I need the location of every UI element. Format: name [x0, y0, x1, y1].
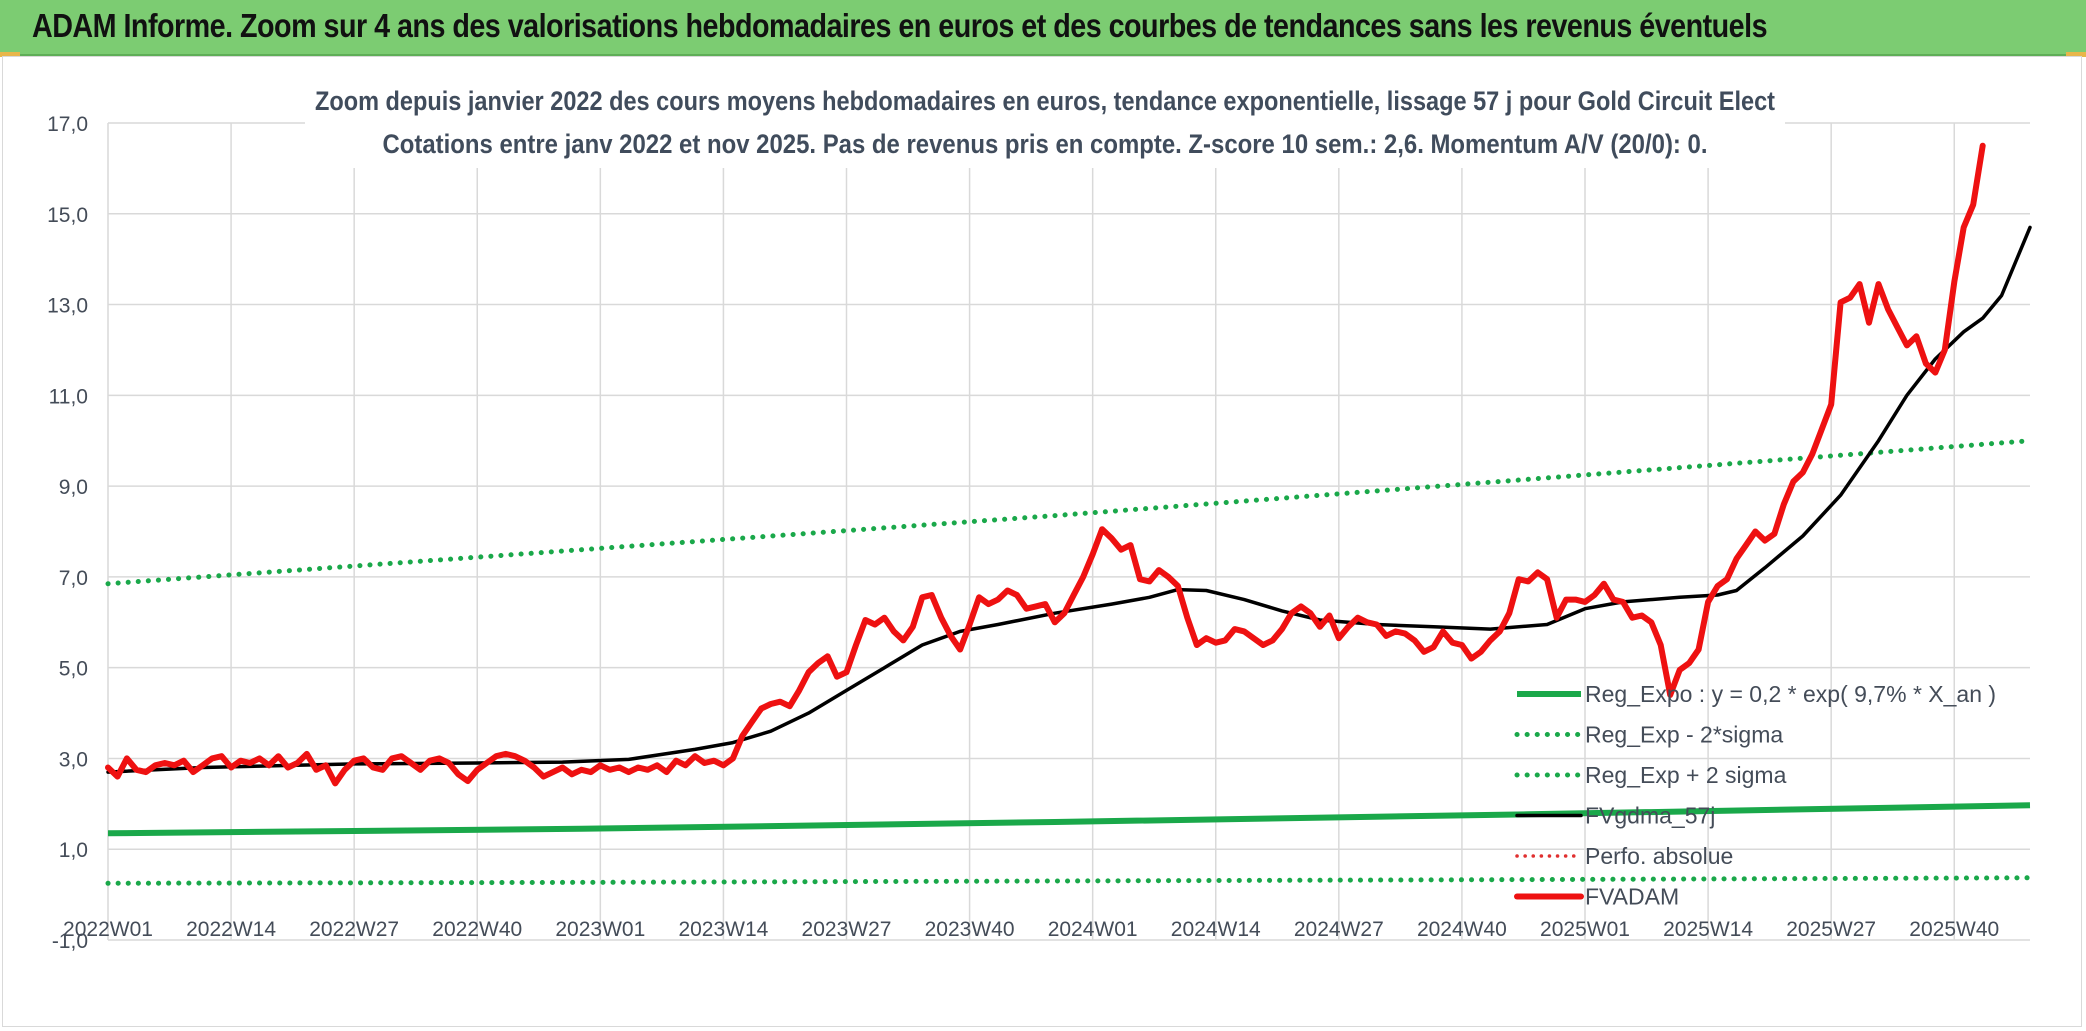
banner-corner-right: [2066, 52, 2086, 57]
y-tick-label: 5,0: [59, 658, 88, 681]
y-tick-label: 15,0: [47, 204, 88, 227]
series-line-regexpo: [107, 802, 2031, 837]
x-tick-label: 2025W27: [1786, 918, 1876, 941]
legend-label: Reg_Exp - 2*sigma: [1585, 722, 1783, 748]
report-title: ADAM Informe. Zoom sur 4 ans des valoris…: [32, 7, 1768, 44]
x-tick-label: 2024W01: [1048, 918, 1138, 941]
series-line-fvgdma57j: [106, 225, 2032, 774]
legend-label: FVADAM: [1585, 884, 1679, 910]
x-tick-label: 2024W27: [1294, 918, 1384, 941]
chart-subtitle: Cotations entre janv 2022 et nov 2025. P…: [383, 129, 1708, 159]
chart-frame: [2, 56, 2082, 1027]
y-tick-label: -1,0: [52, 930, 88, 953]
x-tick-label: 2022W01: [63, 918, 153, 941]
x-tick-label: 2023W01: [555, 918, 645, 941]
y-tick-label: 3,0: [59, 748, 88, 771]
legend-label: Reg_Exp + 2 sigma: [1585, 762, 1787, 788]
chart-title: Zoom depuis janvier 2022 des cours moyen…: [315, 86, 1775, 116]
y-tick-label: 11,0: [49, 385, 88, 408]
y-tick-label: 7,0: [59, 567, 88, 590]
chart-legend: Reg_Expo : y = 0,2 * exp( 9,7% * X_an ) R…: [1514, 681, 1996, 910]
x-tick-label: 2023W40: [925, 918, 1015, 941]
series-line-regexp: [105, 875, 2033, 886]
chart-series: [105, 142, 2033, 886]
series-line-fvadam: [105, 142, 1986, 787]
x-tick-label: 2024W40: [1417, 918, 1507, 941]
x-axis-ticks: 2022W01 2022W14 2022W27 2022W40 2023W01 2023W…: [63, 918, 1999, 941]
x-tick-label: 2022W27: [309, 918, 399, 941]
x-tick-label: 2022W40: [432, 918, 522, 941]
x-tick-label: 2022W14: [186, 918, 276, 941]
legend-label: FVgdma_57j: [1585, 803, 1715, 829]
x-tick-label: 2025W01: [1540, 918, 1630, 941]
chart-title-background: [305, 76, 1785, 168]
x-tick-label: 2025W14: [1663, 918, 1753, 941]
y-tick-label: 1,0: [59, 839, 88, 862]
report-banner: ADAM Informe. Zoom sur 4 ans des valoris…: [0, 0, 2086, 56]
x-tick-label: 2024W14: [1171, 918, 1261, 941]
y-tick-label: 13,0: [47, 295, 88, 318]
series-line-regexp: [105, 438, 2033, 587]
y-axis-ticks: 17,0 15,0 13,0 11,0 9,0 7,0 5,0 3,0 1,0 -1,0: [47, 113, 88, 953]
legend-label: Reg_Expo : y = 0,2 * exp( 9,7% * X_an ): [1585, 681, 1996, 707]
legend-label: Perfo. absolue: [1585, 843, 1733, 869]
y-tick-label: 17,0: [47, 113, 88, 136]
x-tick-label: 2025W40: [1909, 918, 1999, 941]
chart-grid: [107, 122, 2030, 941]
x-tick-label: 2023W27: [802, 918, 892, 941]
x-tick-label: 2023W14: [678, 918, 768, 941]
banner-corner-left: [0, 52, 20, 57]
y-tick-label: 9,0: [59, 476, 88, 499]
